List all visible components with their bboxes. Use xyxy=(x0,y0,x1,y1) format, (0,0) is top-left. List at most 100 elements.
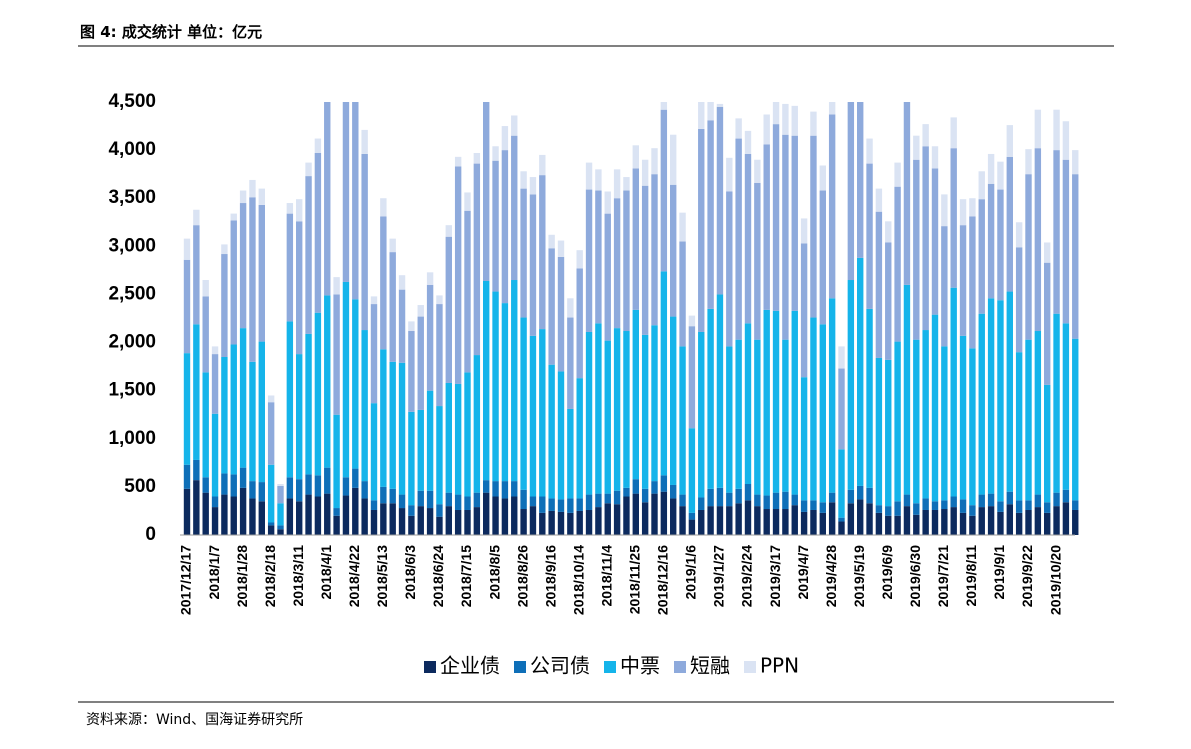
bar-segment xyxy=(492,146,499,161)
bar-segment xyxy=(221,473,228,495)
bar-segment xyxy=(539,496,546,513)
bar-segment xyxy=(557,511,565,535)
bar-segment xyxy=(726,492,733,507)
x-tick-label: 2018/7/15 xyxy=(458,545,474,607)
bar-segment xyxy=(838,521,845,535)
bar-segment xyxy=(913,135,920,160)
bar-segment xyxy=(314,138,322,153)
bar-segment xyxy=(1072,509,1079,535)
bar-segment xyxy=(866,163,873,309)
bar-segment xyxy=(595,190,602,324)
x-tick-label: 2018/2/18 xyxy=(262,545,278,607)
bar-segment xyxy=(716,487,724,507)
bar-segment xyxy=(978,494,985,508)
bar-segment xyxy=(483,280,490,481)
bar-segment xyxy=(632,145,639,169)
bar-segment xyxy=(772,509,780,535)
bar-segment xyxy=(1006,291,1013,492)
bar-segment xyxy=(286,203,294,214)
bar-segment xyxy=(520,489,527,510)
bar-segment xyxy=(632,479,639,494)
bar-segment xyxy=(1053,109,1060,151)
bar-segment xyxy=(1053,313,1060,493)
bar-segment xyxy=(885,359,892,507)
legend-swatch xyxy=(674,661,686,673)
bar-segment xyxy=(969,216,976,349)
bar-segment xyxy=(969,515,976,535)
bar-segment xyxy=(361,153,368,331)
bar-segment xyxy=(1025,174,1032,340)
bar-segment xyxy=(361,330,368,482)
bar-segment xyxy=(1072,150,1079,175)
bar-segment xyxy=(548,248,555,365)
bar-segment xyxy=(744,153,752,324)
bar-segment xyxy=(754,159,761,183)
bar-segment xyxy=(950,117,957,149)
legend-label: PPN xyxy=(760,654,799,678)
bar-segment xyxy=(931,509,939,535)
bar-segment xyxy=(1044,512,1051,535)
bar-segment xyxy=(754,339,761,495)
bar-segment xyxy=(1062,323,1070,490)
bar-segment xyxy=(894,341,901,502)
bar-segment xyxy=(267,464,275,523)
bar-segment xyxy=(277,525,284,530)
x-tick-label: 2019/10/20 xyxy=(1047,545,1063,615)
bar-segment xyxy=(1062,502,1070,535)
bar-segment xyxy=(389,361,396,489)
bar-segment xyxy=(193,324,200,460)
bar-segment xyxy=(211,413,219,497)
bar-segment xyxy=(361,481,368,499)
bar-segment xyxy=(698,497,705,510)
x-tick-label: 2019/2/24 xyxy=(739,545,755,607)
bar-segment xyxy=(913,159,920,340)
bar-segment xyxy=(576,498,583,511)
bar-segment xyxy=(352,468,359,488)
y-tick-label: 1,000 xyxy=(108,428,156,449)
bar-segment xyxy=(1034,148,1042,332)
bar-segment xyxy=(838,346,845,369)
bar-segment xyxy=(183,353,191,465)
bar-segment xyxy=(1053,506,1060,535)
bar-segment xyxy=(707,308,714,489)
bar-segment xyxy=(987,506,995,535)
bar-segment xyxy=(258,501,265,535)
bar-segment xyxy=(230,220,237,345)
bar-segment xyxy=(875,357,883,506)
bar-segment xyxy=(202,477,209,493)
bar-segment xyxy=(249,361,256,482)
x-tick-label: 2019/1/6 xyxy=(683,545,699,600)
bar-segment xyxy=(941,500,948,510)
bar-segment xyxy=(950,148,957,288)
bar-segment xyxy=(576,510,583,535)
bar-segment xyxy=(744,500,752,535)
bar-segment xyxy=(492,496,499,535)
bar-segment xyxy=(716,106,724,295)
x-tick-label: 2018/1/7 xyxy=(206,545,222,600)
x-tick-label: 2018/6/24 xyxy=(430,545,446,607)
bar-segment xyxy=(922,330,929,499)
bar-segment xyxy=(483,492,490,535)
bar-segment xyxy=(286,213,294,322)
bar-segment xyxy=(464,372,471,497)
bar-segment xyxy=(249,179,256,198)
bar-segment xyxy=(885,242,892,360)
bar-segment xyxy=(501,481,509,499)
bar-segment xyxy=(267,525,275,535)
bar-segment xyxy=(445,225,452,237)
bar-segment xyxy=(819,165,826,191)
bar-segment xyxy=(436,304,443,407)
bar-segment xyxy=(688,428,696,513)
bar-segment xyxy=(735,488,742,504)
legend-swatch xyxy=(604,661,616,673)
bar-segment xyxy=(632,168,639,310)
bar-segment xyxy=(445,492,452,507)
bar-segment xyxy=(772,102,780,125)
bar-segment xyxy=(202,492,209,535)
bar-segment xyxy=(557,371,565,500)
bar-segment xyxy=(744,484,752,501)
bar-segment xyxy=(501,126,509,151)
bar-segment xyxy=(735,138,742,340)
bar-segment xyxy=(613,504,621,535)
bar-segment xyxy=(193,209,200,226)
